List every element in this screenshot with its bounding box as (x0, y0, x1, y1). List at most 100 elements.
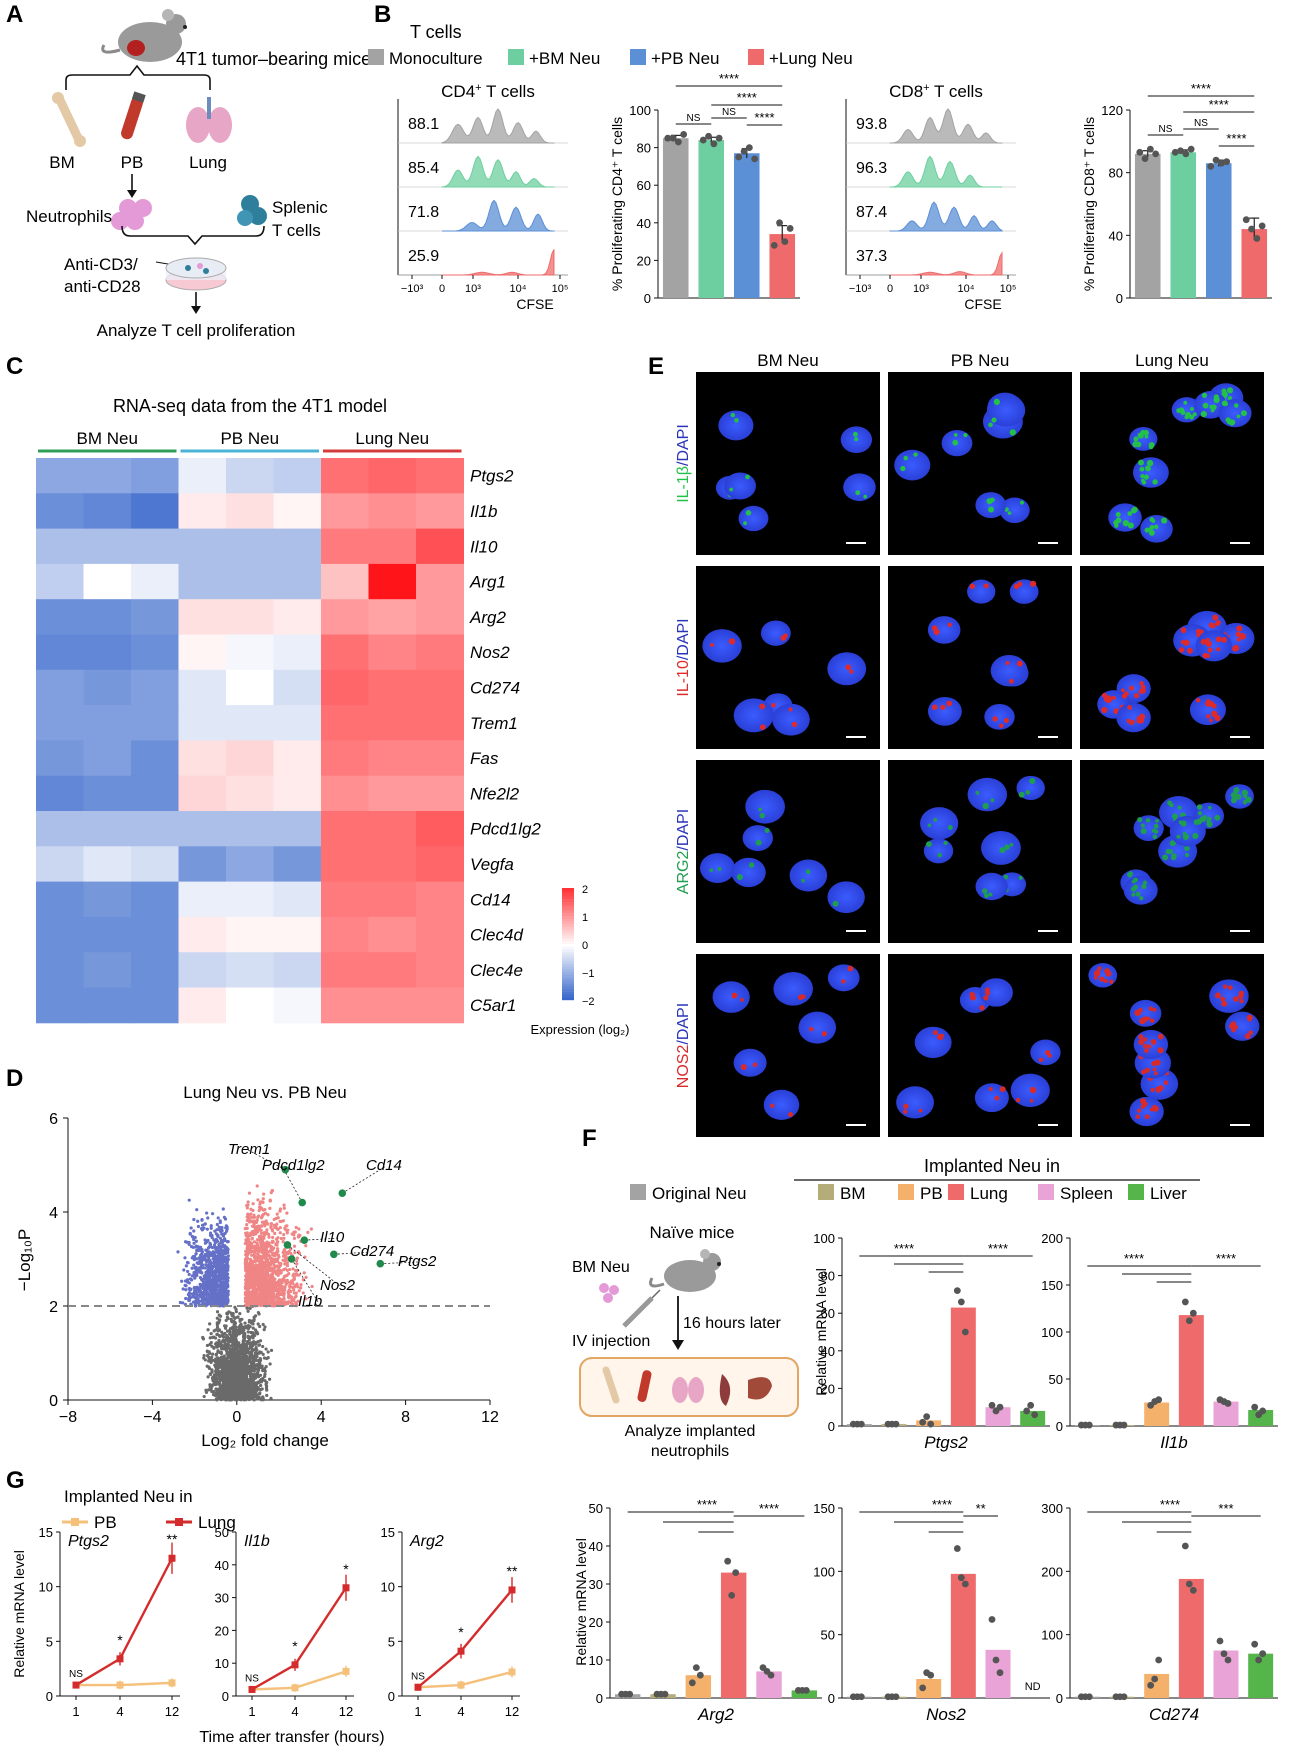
volcano-point (239, 1318, 242, 1321)
marker-signal (1029, 778, 1035, 784)
volcano-point-up (297, 1227, 300, 1230)
volcano-point-down (186, 1270, 189, 1273)
volcano-point-up (259, 1282, 262, 1285)
volcano-point-up (246, 1203, 249, 1206)
flow-title: CD8+ T cells (889, 82, 983, 101)
marker-signal (1137, 817, 1142, 822)
heatmap-cell (84, 811, 132, 847)
marker-signal (1145, 1114, 1150, 1119)
data-point (781, 238, 788, 245)
volcano-point-down (183, 1256, 186, 1259)
volcano-point-down (189, 1232, 192, 1235)
tcells-label: T cells (272, 221, 321, 240)
volcano-point-up (276, 1269, 279, 1272)
marker-signal (1030, 1087, 1036, 1093)
marker-signal (1158, 1034, 1164, 1040)
marker-signal (1236, 625, 1242, 631)
marker-signal (1154, 1059, 1160, 1065)
volcano-point (239, 1398, 242, 1401)
marker-signal (1127, 872, 1132, 877)
volcano-point-up (273, 1297, 276, 1300)
volcano-point-up (258, 1209, 261, 1212)
volcano-point (211, 1336, 214, 1339)
panel-label-a: A (6, 1, 23, 28)
volcano-point-up (251, 1237, 254, 1240)
data-point (1142, 155, 1149, 162)
marker-name: ARG2 (675, 851, 692, 895)
volcano-point-up (261, 1287, 264, 1290)
significance-label: NS (1159, 124, 1173, 135)
heatmap-cell (179, 493, 227, 529)
heatmap-cell (321, 493, 369, 529)
volcano-point-up (304, 1244, 307, 1247)
marker-signal (1208, 806, 1212, 810)
heatmap-cell (131, 846, 179, 882)
heatmap-cell (131, 635, 179, 671)
heatmap-cell (131, 493, 179, 529)
legend-label: Monoculture (389, 49, 483, 68)
blood-tube-icon (119, 91, 145, 140)
marker-signal (1133, 878, 1138, 883)
volcano-point (242, 1338, 245, 1341)
marker-signal (841, 979, 845, 983)
marker-signal (1237, 414, 1241, 418)
data-point (705, 133, 712, 140)
volcano-point (234, 1375, 237, 1378)
volcano-point-down (214, 1299, 217, 1302)
volcano-point (220, 1351, 223, 1354)
heatmap-cell (84, 740, 132, 776)
neutrophils-label: Neutrophils (26, 207, 112, 226)
volcano-point-down (207, 1269, 210, 1272)
volcano-point (270, 1349, 273, 1352)
marker-signal (1198, 811, 1202, 815)
volcano-point-up (246, 1271, 249, 1274)
bar (663, 138, 689, 298)
marker-signal (1146, 1016, 1150, 1020)
volcano-point (238, 1359, 241, 1362)
volcano-point-down (205, 1300, 208, 1303)
scale-segment (562, 964, 574, 967)
volcano-point-down (187, 1241, 190, 1244)
marker-signal (1136, 1115, 1140, 1119)
scale-segment (562, 997, 574, 1000)
heatmap-cell (226, 635, 274, 671)
marker-signal (1138, 460, 1144, 466)
volcano-point (261, 1364, 264, 1367)
volcano-point-down (204, 1263, 207, 1266)
panel-a-schematic: 4T1 tumor–bearing mice BM PB Lung Neutro… (26, 9, 371, 340)
marker-signal (756, 840, 762, 846)
volcano-point-up (287, 1290, 290, 1293)
volcano-point (267, 1356, 270, 1359)
marker-signal (1209, 719, 1213, 723)
volcano-point-down (192, 1295, 195, 1298)
heatmap-title: RNA-seq data from the 4T1 model (113, 396, 387, 416)
volcano-point-up (247, 1200, 250, 1203)
volcano-point-up (262, 1193, 265, 1196)
volcano-point-up (256, 1184, 259, 1187)
volcano-point (257, 1322, 260, 1325)
volcano-point (234, 1386, 237, 1389)
volcano-point (207, 1375, 210, 1378)
marker-signal (1241, 410, 1247, 416)
volcano-point-up (252, 1230, 255, 1233)
bar (734, 153, 760, 298)
heatmap-cell (274, 776, 322, 812)
gene-label: Clec4e (470, 961, 523, 980)
marker-signal (1141, 884, 1146, 889)
heatmap-cell (179, 988, 227, 1024)
marker-signal (1222, 400, 1228, 406)
volcano-point-up (274, 1224, 277, 1227)
significance-label: **** (719, 71, 739, 86)
heatmap-cell (369, 776, 417, 812)
volcano-point-up (283, 1248, 286, 1251)
volcano-point-up (246, 1283, 249, 1286)
bracket-bottom (122, 226, 264, 244)
marker-signal (983, 995, 988, 1000)
nucleus (979, 978, 1013, 1006)
volcano-point-down (206, 1216, 209, 1219)
volcano-point-up (250, 1216, 253, 1219)
volcano-point-up (284, 1225, 287, 1228)
volcano-point-up (293, 1278, 296, 1281)
